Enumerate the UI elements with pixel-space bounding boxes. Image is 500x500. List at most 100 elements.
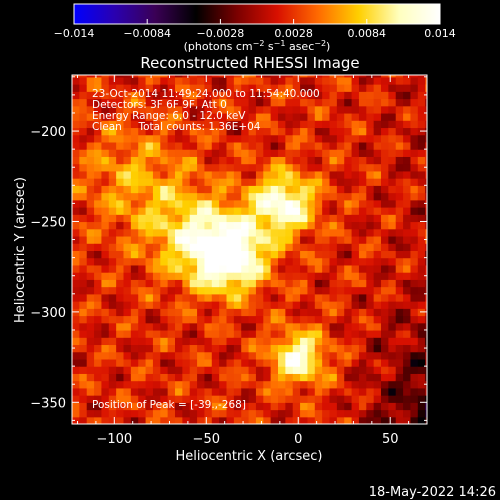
heatmap-cell: [366, 105, 375, 114]
heatmap-cell: [116, 98, 125, 107]
heatmap-cell: [292, 264, 301, 273]
heatmap-cell: [167, 286, 176, 295]
heatmap-cell: [314, 315, 323, 324]
heatmap-cell: [130, 272, 139, 280]
heatmap-cell: [373, 141, 382, 150]
heatmap-cell: [292, 272, 301, 280]
heatmap-cell: [197, 344, 206, 353]
heatmap-cell: [219, 134, 228, 143]
heatmap-cell: [263, 243, 272, 251]
heatmap-cell: [248, 250, 257, 259]
heatmap-cell: [167, 214, 176, 223]
heatmap-cell: [373, 351, 382, 360]
heatmap-cell: [417, 75, 426, 78]
heatmap-cell: [233, 351, 242, 360]
heatmap-cell: [116, 301, 125, 309]
heatmap-cell: [101, 257, 110, 266]
heatmap-cell: [197, 264, 206, 273]
heatmap-cell: [329, 228, 338, 237]
heatmap-cell: [226, 141, 235, 150]
colorbar-tick-label: 0.0028: [274, 27, 313, 40]
heatmap-cell: [94, 235, 103, 244]
heatmap-cell: [101, 243, 110, 251]
heatmap-cell: [285, 351, 294, 360]
heatmap-cell: [204, 214, 213, 223]
heatmap-cell: [211, 387, 220, 396]
heatmap-cell: [226, 76, 235, 85]
heatmap-cell: [204, 243, 213, 251]
heatmap-cell: [123, 272, 132, 280]
heatmap-cell: [189, 76, 198, 85]
heatmap-cell: [410, 75, 419, 78]
heatmap-cell: [241, 105, 250, 114]
heatmap-cell: [138, 322, 147, 331]
heatmap-cell: [285, 120, 294, 129]
heatmap-cell: [425, 337, 427, 346]
heatmap-cell: [403, 221, 412, 230]
heatmap-cell: [270, 156, 279, 165]
heatmap-cell: [351, 395, 360, 403]
heatmap-cell: [211, 358, 220, 367]
heatmap-cell: [248, 91, 257, 100]
heatmap-cell: [381, 207, 389, 215]
heatmap-cell: [219, 170, 228, 179]
heatmap-cell: [300, 272, 309, 280]
heatmap-cell: [152, 329, 161, 338]
heatmap-cell: [307, 91, 316, 100]
heatmap-cell: [160, 387, 169, 396]
heatmap-cell: [175, 380, 183, 389]
heatmap-cell: [373, 395, 382, 403]
heatmap-cell: [395, 75, 404, 78]
heatmap-cell: [219, 286, 228, 295]
heatmap-cell: [226, 366, 235, 374]
heatmap-cell: [101, 141, 110, 150]
heatmap-cell: [145, 141, 154, 150]
heatmap-cell: [263, 112, 272, 121]
heatmap-cell: [344, 380, 353, 389]
heatmap-cell: [417, 84, 426, 92]
heatmap-cell: [417, 141, 426, 150]
heatmap-cell: [233, 395, 242, 403]
heatmap-cell: [314, 91, 323, 100]
heatmap-cell: [366, 112, 375, 121]
heatmap-cell: [307, 257, 316, 266]
heatmap-cell: [233, 178, 242, 186]
heatmap-cell: [130, 192, 139, 201]
heatmap-cell: [175, 373, 183, 382]
heatmap-cell: [79, 250, 88, 259]
heatmap-cell: [425, 112, 427, 121]
heatmap-cell: [263, 214, 272, 223]
heatmap-cell: [204, 228, 213, 237]
heatmap-cell: [388, 337, 397, 346]
heatmap-cell: [219, 221, 228, 230]
heatmap-cell: [211, 112, 220, 121]
heatmap-cell: [351, 272, 360, 280]
heatmap-cell: [278, 315, 286, 324]
heatmap-cell: [167, 409, 176, 418]
heatmap-cell: [395, 351, 404, 360]
heatmap-cell: [403, 156, 412, 165]
heatmap-cell: [307, 84, 316, 92]
heatmap-cell: [116, 293, 125, 302]
heatmap-cell: [189, 105, 198, 114]
heatmap-cell: [182, 156, 191, 165]
heatmap-cell: [233, 149, 242, 157]
heatmap-cell: [329, 416, 338, 424]
heatmap-cell: [72, 301, 80, 309]
heatmap-cell: [108, 134, 117, 143]
heatmap-cell: [373, 207, 382, 215]
heatmap-cell: [403, 286, 412, 295]
heatmap-cell: [219, 156, 228, 165]
heatmap-cell: [226, 264, 235, 273]
heatmap-cell: [211, 264, 220, 273]
heatmap-cell: [219, 272, 228, 280]
heatmap-cell: [152, 387, 161, 396]
heatmap-cell: [381, 286, 389, 295]
heatmap-cell: [130, 315, 139, 324]
heatmap-cell: [226, 250, 235, 259]
heatmap-cell: [94, 199, 103, 208]
heatmap-cell: [116, 337, 125, 346]
heatmap-cell: [417, 272, 426, 280]
colorbar-tick-label: 0.014: [424, 27, 456, 40]
heatmap-cell: [211, 272, 220, 280]
